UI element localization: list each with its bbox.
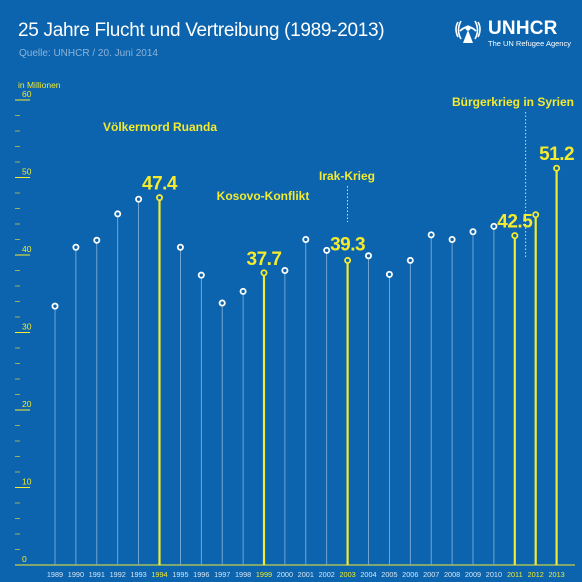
x-tick-label: 1998 bbox=[235, 570, 251, 579]
data-label: 37.7 bbox=[247, 249, 282, 270]
y-tick-label: 50 bbox=[22, 167, 32, 177]
chart-title: 25 Jahre Flucht und Vertreibung (1989-20… bbox=[18, 20, 385, 41]
x-tick-label: 2010 bbox=[486, 570, 502, 579]
data-point bbox=[114, 210, 122, 218]
y-axis-label: in Millionen bbox=[18, 80, 61, 90]
data-point bbox=[364, 252, 372, 260]
x-tick-label: 2011 bbox=[507, 570, 523, 579]
x-tick-label: 2008 bbox=[444, 570, 460, 579]
data-point bbox=[93, 236, 101, 244]
x-tick-label: 1996 bbox=[193, 570, 209, 579]
x-tick-label: 2004 bbox=[360, 570, 376, 579]
data-point bbox=[302, 235, 310, 243]
x-tick-label: 1999 bbox=[256, 570, 272, 579]
x-tick-label: 1997 bbox=[214, 570, 230, 579]
logo-tagline: The UN Refugee Agency bbox=[488, 39, 571, 48]
unhcr-logo: UNHCR The UN Refugee Agency bbox=[452, 17, 577, 49]
x-tick-label: 2009 bbox=[465, 570, 481, 579]
data-point bbox=[51, 302, 59, 310]
data-point bbox=[406, 256, 414, 264]
y-tick-label: 60 bbox=[22, 89, 32, 99]
data-point bbox=[448, 235, 456, 243]
x-tick-label: 2012 bbox=[528, 570, 544, 579]
x-tick-label: 2005 bbox=[381, 570, 397, 579]
highlight-point bbox=[155, 194, 163, 202]
data-label: 39.3 bbox=[330, 234, 365, 255]
x-tick-label: 1993 bbox=[130, 570, 146, 579]
data-point bbox=[427, 231, 435, 239]
x-tick-label: 2006 bbox=[402, 570, 418, 579]
x-tick-label: 2003 bbox=[339, 570, 355, 579]
unhcr-emblem-icon bbox=[455, 20, 481, 43]
y-tick-label: 20 bbox=[22, 399, 32, 409]
highlight-point bbox=[532, 211, 540, 219]
x-tick-label: 2007 bbox=[423, 570, 439, 579]
logo-wordmark: UNHCR bbox=[488, 18, 558, 39]
data-point bbox=[135, 195, 143, 203]
x-tick-label: 2002 bbox=[319, 570, 335, 579]
highlight-point bbox=[553, 164, 561, 172]
data-label: 51.2 bbox=[539, 144, 574, 165]
y-tick-label: 30 bbox=[22, 322, 32, 332]
data-point bbox=[281, 266, 289, 274]
data-point bbox=[490, 222, 498, 230]
highlight-point bbox=[260, 269, 268, 277]
x-tick-label: 1994 bbox=[151, 570, 167, 579]
data-point bbox=[239, 287, 247, 295]
event-annotation: Völkermord Ruanda bbox=[103, 120, 217, 134]
data-label: 47.4 bbox=[142, 174, 178, 195]
event-annotation: Kosovo-Konflikt bbox=[217, 189, 310, 203]
data-point bbox=[469, 228, 477, 236]
highlight-point bbox=[344, 256, 352, 264]
data-point bbox=[385, 270, 393, 278]
y-tick-label: 40 bbox=[22, 244, 32, 254]
x-tick-label: 1990 bbox=[68, 570, 84, 579]
x-tick-label: 2013 bbox=[548, 570, 564, 579]
data-point bbox=[197, 271, 205, 279]
data-point bbox=[72, 243, 80, 251]
x-tick-label: 1995 bbox=[172, 570, 188, 579]
event-annotation: Irak-Krieg bbox=[319, 169, 375, 183]
x-tick-label: 1992 bbox=[110, 570, 126, 579]
y-tick-label: 10 bbox=[22, 477, 32, 487]
x-tick-label: 1989 bbox=[47, 570, 63, 579]
y-tick-label: 0 bbox=[22, 554, 27, 564]
data-point bbox=[218, 299, 226, 307]
data-point bbox=[176, 243, 184, 251]
data-point bbox=[323, 246, 331, 254]
x-tick-label: 2001 bbox=[298, 570, 314, 579]
highlight-point bbox=[511, 232, 519, 240]
x-tick-label: 1991 bbox=[89, 570, 105, 579]
x-tick-label: 2000 bbox=[277, 570, 293, 579]
event-annotation: Bürgerkrieg in Syrien bbox=[452, 95, 574, 109]
chart-source: Quelle: UNHCR / 20. Juni 2014 bbox=[19, 48, 158, 59]
data-label: 42.5 bbox=[497, 212, 533, 233]
